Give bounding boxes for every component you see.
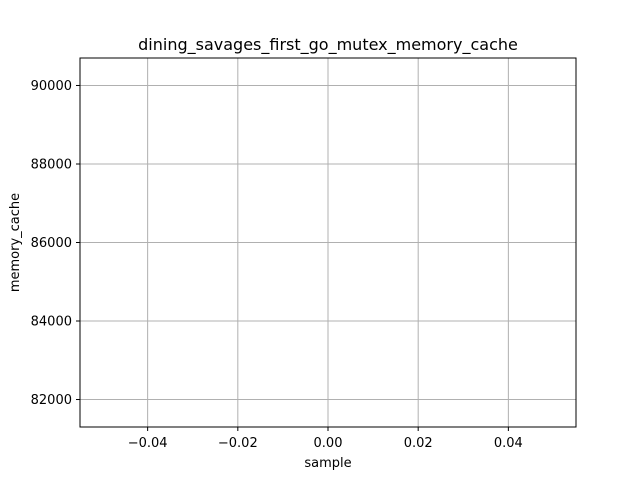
y-tick-label: 86000 bbox=[31, 236, 72, 251]
grid bbox=[80, 58, 576, 427]
y-axis-label: memory_cache bbox=[8, 193, 23, 292]
y-tick-label: 90000 bbox=[31, 79, 72, 94]
y-tick-label: 82000 bbox=[31, 393, 72, 408]
x-tick-label: −0.04 bbox=[128, 436, 168, 451]
y-tick-label: 88000 bbox=[31, 157, 72, 172]
x-axis-label: sample bbox=[304, 456, 351, 471]
chart-title: dining_savages_first_go_mutex_memory_cac… bbox=[138, 35, 518, 55]
y-tick-label: 84000 bbox=[31, 315, 72, 330]
x-tick-label: 0.02 bbox=[404, 436, 433, 451]
x-tick-label: −0.02 bbox=[218, 436, 258, 451]
axis-ticks: −0.04 −0.02 0.00 0.02 0.04 82000 84000 86000 880… bbox=[31, 79, 523, 451]
x-tick-label: 0.04 bbox=[494, 436, 523, 451]
x-tick-label: 0.00 bbox=[314, 436, 343, 451]
